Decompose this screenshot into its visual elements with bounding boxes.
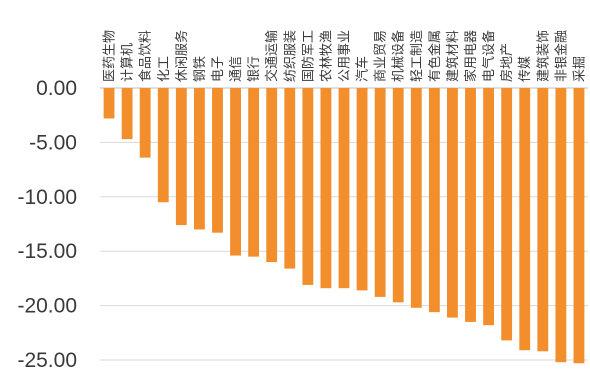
category-label: 家用电器 xyxy=(463,30,479,82)
category-label: 化工 xyxy=(157,56,172,82)
category-label: 通信 xyxy=(229,56,244,82)
category-label: 商业贸易 xyxy=(374,30,389,82)
category-label: 休闲服务 xyxy=(174,30,190,82)
category-label: 汽车 xyxy=(355,56,371,82)
category-label: 交通运输 xyxy=(264,30,280,82)
category-label: 机械设备 xyxy=(391,30,407,82)
bar xyxy=(302,88,314,285)
bar xyxy=(266,88,278,263)
bar xyxy=(447,88,458,318)
bar xyxy=(320,88,332,289)
bar xyxy=(392,88,404,303)
bar xyxy=(193,88,205,230)
category-label: 电子 xyxy=(211,56,226,82)
category-label: 银行 xyxy=(247,56,262,82)
x-axis-labels: 医药生物 计算机 食品饮料 化工 休闲服务 钢铁 电子 通信 银行 交通运输 纺织服装 国防军工 农林牧… xyxy=(103,30,588,82)
bar xyxy=(483,88,495,326)
bar xyxy=(175,88,187,226)
category-label: 非银金融 xyxy=(553,30,569,82)
category-label: 建筑材料 xyxy=(445,30,461,82)
y-tick-label: -15.00 xyxy=(17,240,77,263)
category-label: 计算机 xyxy=(121,43,136,82)
bar xyxy=(121,88,133,140)
bar xyxy=(573,88,585,364)
bar xyxy=(157,88,169,203)
bar xyxy=(501,88,513,341)
bar-series xyxy=(103,88,585,364)
bar xyxy=(103,88,115,119)
category-label: 国防军工 xyxy=(300,30,316,82)
bar xyxy=(374,88,386,297)
category-label: 轻工制造 xyxy=(410,30,425,82)
category-label: 钢铁 xyxy=(193,56,208,82)
category-label: 公用事业 xyxy=(338,30,353,82)
bar xyxy=(230,88,241,256)
bar xyxy=(356,88,368,291)
category-label: 房地产 xyxy=(499,43,515,82)
bar xyxy=(248,88,260,257)
category-label: 农林牧渔 xyxy=(319,30,334,82)
category-label: 电气设备 xyxy=(481,30,497,82)
y-tick-label: -20.00 xyxy=(17,295,77,318)
bar xyxy=(555,88,567,363)
bar xyxy=(338,88,350,289)
bar xyxy=(284,88,296,269)
bar xyxy=(428,88,440,313)
category-label: 纺织服装 xyxy=(283,30,298,82)
y-tick-label: -25.00 xyxy=(17,349,77,372)
bar xyxy=(139,88,151,158)
category-label: 有色金属 xyxy=(427,30,443,82)
category-label: 食品饮料 xyxy=(138,30,154,82)
y-tick-label: -10.00 xyxy=(17,186,77,209)
category-label: 医药生物 xyxy=(103,30,118,82)
bar xyxy=(465,88,476,322)
y-tick-label: -5.00 xyxy=(29,131,77,154)
y-tick-label: 0.00 xyxy=(36,77,77,100)
y-axis: 0.00 -5.00 -10.00 -15.00 -20.00 -25.00 xyxy=(17,77,77,372)
bar xyxy=(410,88,422,308)
category-label: 采掘 xyxy=(572,56,587,82)
bar xyxy=(519,88,531,351)
category-label: 建筑装饰 xyxy=(535,30,551,82)
bar xyxy=(212,88,223,233)
bar xyxy=(537,88,549,352)
category-label: 传媒 xyxy=(518,56,533,82)
